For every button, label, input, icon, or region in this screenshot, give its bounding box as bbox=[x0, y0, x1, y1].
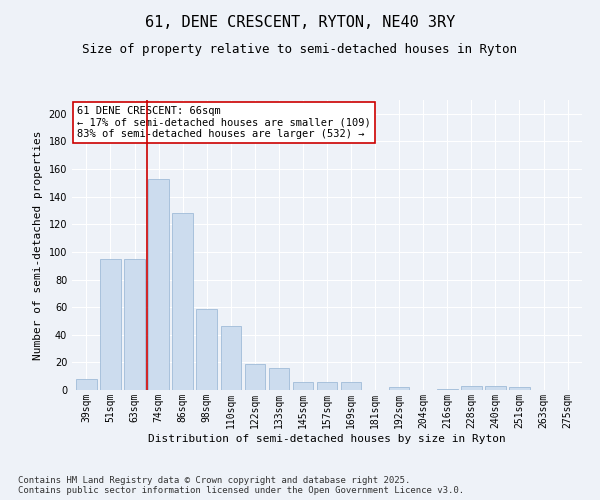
Bar bbox=[196, 308, 217, 390]
Bar bbox=[461, 386, 482, 390]
Bar bbox=[317, 382, 337, 390]
Bar bbox=[485, 386, 506, 390]
Bar bbox=[245, 364, 265, 390]
Bar bbox=[172, 213, 193, 390]
Bar bbox=[221, 326, 241, 390]
Bar bbox=[509, 387, 530, 390]
Bar bbox=[341, 382, 361, 390]
Bar bbox=[269, 368, 289, 390]
Bar bbox=[389, 387, 409, 390]
Text: Size of property relative to semi-detached houses in Ryton: Size of property relative to semi-detach… bbox=[83, 42, 517, 56]
Bar bbox=[124, 259, 145, 390]
Bar bbox=[437, 388, 458, 390]
X-axis label: Distribution of semi-detached houses by size in Ryton: Distribution of semi-detached houses by … bbox=[148, 434, 506, 444]
Bar bbox=[148, 178, 169, 390]
Text: Contains HM Land Registry data © Crown copyright and database right 2025.
Contai: Contains HM Land Registry data © Crown c… bbox=[18, 476, 464, 495]
Text: 61, DENE CRESCENT, RYTON, NE40 3RY: 61, DENE CRESCENT, RYTON, NE40 3RY bbox=[145, 15, 455, 30]
Bar bbox=[293, 382, 313, 390]
Bar bbox=[76, 379, 97, 390]
Bar bbox=[100, 259, 121, 390]
Y-axis label: Number of semi-detached properties: Number of semi-detached properties bbox=[33, 130, 43, 360]
Text: 61 DENE CRESCENT: 66sqm
← 17% of semi-detached houses are smaller (109)
83% of s: 61 DENE CRESCENT: 66sqm ← 17% of semi-de… bbox=[77, 106, 371, 139]
